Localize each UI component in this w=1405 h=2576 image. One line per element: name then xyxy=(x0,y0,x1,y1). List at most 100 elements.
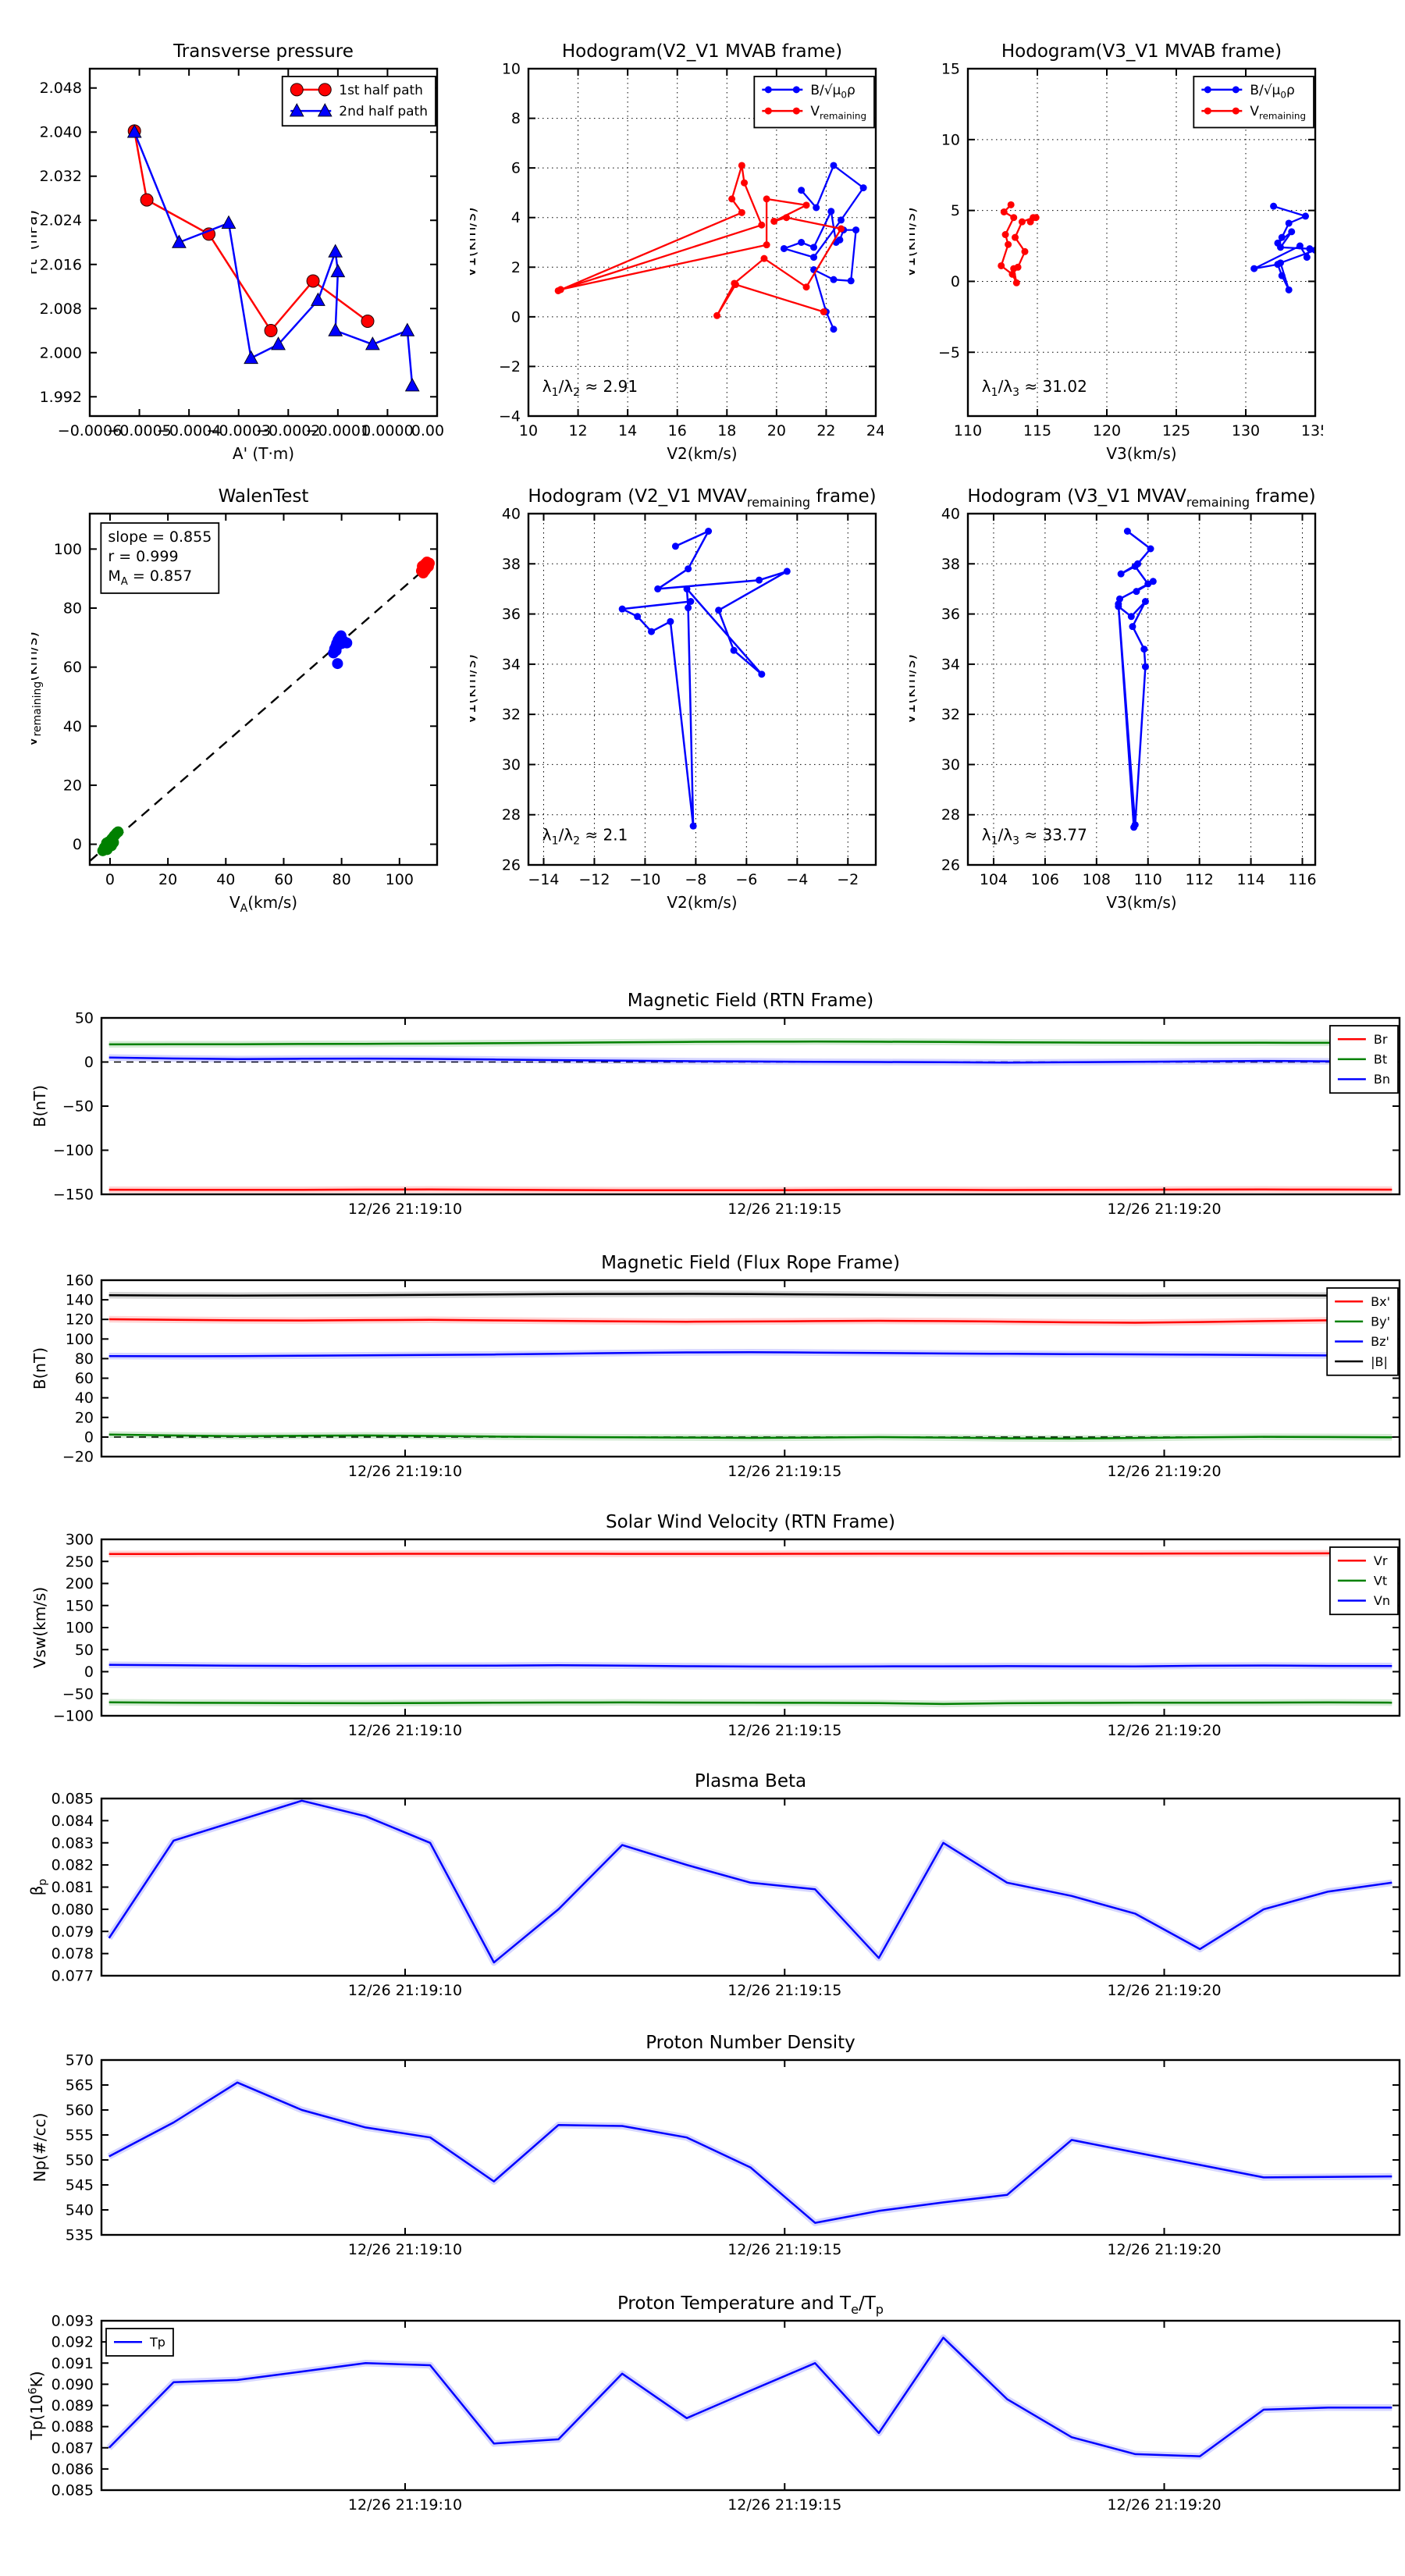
svg-text:20: 20 xyxy=(767,422,786,439)
svg-text:120: 120 xyxy=(66,1311,94,1329)
svg-text:12/26 21:19:10: 12/26 21:19:10 xyxy=(348,1201,462,1218)
svg-text:λ1/λ3 ≈ 33.77: λ1/λ3 ≈ 33.77 xyxy=(982,826,1087,848)
svg-text:60: 60 xyxy=(63,659,82,676)
svg-text:0.088: 0.088 xyxy=(52,2418,94,2435)
svg-text:12/26 21:19:10: 12/26 21:19:10 xyxy=(348,1463,462,1480)
svg-text:150: 150 xyxy=(66,1597,94,1614)
svg-text:0.080: 0.080 xyxy=(52,1901,94,1918)
svg-text:0: 0 xyxy=(73,836,82,853)
svg-text:60: 60 xyxy=(274,871,293,888)
svg-text:60: 60 xyxy=(75,1370,94,1387)
svg-text:12/26 21:19:15: 12/26 21:19:15 xyxy=(727,1201,841,1218)
svg-text:2.048: 2.048 xyxy=(40,80,82,97)
svg-text:−0.0002: −0.0002 xyxy=(256,422,320,439)
svg-text:40: 40 xyxy=(216,871,235,888)
svg-text:100: 100 xyxy=(54,541,82,558)
svg-text:110: 110 xyxy=(954,422,982,439)
svg-text:−4: −4 xyxy=(499,408,521,425)
svg-text:0.087: 0.087 xyxy=(52,2439,94,2457)
svg-text:80: 80 xyxy=(75,1350,94,1368)
svg-text:WalenTest: WalenTest xyxy=(219,486,309,507)
svg-text:0.081: 0.081 xyxy=(52,1879,94,1896)
svg-text:570: 570 xyxy=(66,2052,94,2069)
svg-text:28: 28 xyxy=(502,806,521,824)
svg-text:Bx': Bx' xyxy=(1371,1294,1390,1309)
svg-text:slope = 0.855: slope = 0.855 xyxy=(108,528,212,546)
svg-text:V1(km/s): V1(km/s) xyxy=(909,654,919,724)
svg-text:30: 30 xyxy=(502,756,521,774)
svg-text:4: 4 xyxy=(511,209,521,226)
svg-text:12: 12 xyxy=(568,422,587,439)
svg-text:V2(km/s): V2(km/s) xyxy=(667,444,737,463)
svg-text:Br: Br xyxy=(1374,1032,1388,1047)
svg-text:−6: −6 xyxy=(735,871,757,888)
svg-text:Transverse pressure: Transverse pressure xyxy=(173,41,354,62)
svg-text:12/26 21:19:20: 12/26 21:19:20 xyxy=(1107,1463,1221,1480)
svg-text:12/26 21:19:10: 12/26 21:19:10 xyxy=(348,1722,462,1739)
svg-text:Proton Temperature and Te/Tp: Proton Temperature and Te/Tp xyxy=(617,2294,884,2317)
svg-text:108: 108 xyxy=(1083,871,1111,888)
chart-solar-wind-velocity: 12/26 21:19:10 12/26 21:19:15 12/26 21:19:… xyxy=(27,1513,1405,1749)
svg-text:V1(km/s): V1(km/s) xyxy=(909,207,919,277)
svg-text:Hodogram (V2_V1 MVAVremaining: Hodogram (V2_V1 MVAVremaining frame) xyxy=(528,486,876,510)
svg-text:Vn: Vn xyxy=(1374,1593,1390,1608)
svg-text:40: 40 xyxy=(502,506,521,523)
svg-text:0.093: 0.093 xyxy=(52,2313,94,2330)
svg-text:2nd half path: 2nd half path xyxy=(339,104,428,119)
svg-text:2.024: 2.024 xyxy=(40,212,82,229)
svg-text:0.079: 0.079 xyxy=(52,1923,94,1941)
svg-text:28: 28 xyxy=(941,806,960,824)
svg-text:1st half path: 1st half path xyxy=(339,83,423,98)
svg-text:12/26 21:19:20: 12/26 21:19:20 xyxy=(1107,2241,1221,2258)
svg-text:0.085: 0.085 xyxy=(52,1791,94,1808)
svg-text:Vremaining(km/s): Vremaining(km/s) xyxy=(31,632,44,747)
svg-text:Vremaining: Vremaining xyxy=(810,104,866,121)
svg-text:540: 540 xyxy=(66,2202,94,2219)
svg-text:12/26 21:19:20: 12/26 21:19:20 xyxy=(1107,2496,1221,2514)
svg-text:26: 26 xyxy=(941,857,960,874)
svg-text:5: 5 xyxy=(951,202,960,219)
svg-text:30: 30 xyxy=(941,756,960,774)
svg-text:0: 0 xyxy=(84,1429,94,1446)
svg-text:15: 15 xyxy=(941,61,960,78)
svg-text:λ1/λ2 ≈ 2.1: λ1/λ2 ≈ 2.1 xyxy=(542,826,628,848)
svg-text:Vremaining: Vremaining xyxy=(1250,104,1306,121)
chart-walen-test: 0 20 40 60 80 100 0 20 40 60 80 100 WalenTest VA(km/s… xyxy=(31,468,445,923)
svg-text:Hodogram(V2_V1 MVAB frame): Hodogram(V2_V1 MVAB frame) xyxy=(562,41,842,62)
svg-text:40: 40 xyxy=(63,718,82,735)
svg-text:0: 0 xyxy=(84,1054,94,1071)
svg-text:Bn: Bn xyxy=(1374,1072,1390,1087)
svg-text:0.0001: 0.0001 xyxy=(411,422,445,439)
svg-text:0: 0 xyxy=(511,308,521,326)
svg-text:Magnetic Field (RTN Frame): Magnetic Field (RTN Frame) xyxy=(628,991,874,1011)
svg-text:12/26 21:19:15: 12/26 21:19:15 xyxy=(727,1463,841,1480)
svg-text:135: 135 xyxy=(1301,422,1323,439)
chart-plasma-beta: 12/26 21:19:10 12/26 21:19:15 12/26 21:19:… xyxy=(27,1772,1405,2008)
svg-text:0.084: 0.084 xyxy=(52,1813,94,1830)
svg-text:38: 38 xyxy=(941,556,960,573)
svg-text:12/26 21:19:20: 12/26 21:19:20 xyxy=(1107,1722,1221,1739)
svg-text:Vsw(km/s): Vsw(km/s) xyxy=(30,1587,49,1668)
svg-text:0.091: 0.091 xyxy=(52,2355,94,2372)
svg-text:−4: −4 xyxy=(786,871,808,888)
svg-text:Hodogram(V3_V1 MVAB frame): Hodogram(V3_V1 MVAB frame) xyxy=(1001,41,1282,62)
svg-text:200: 200 xyxy=(66,1575,94,1592)
svg-text:VA(km/s): VA(km/s) xyxy=(229,893,297,915)
svg-text:0.089: 0.089 xyxy=(52,2397,94,2414)
chart-hodogram-v2v1-mvav: −14 −12 −10 −8 −6 −4 −2 26 28 30 32 34 36 38 40 Hodogra… xyxy=(470,468,884,923)
svg-text:V3(km/s): V3(km/s) xyxy=(1106,893,1176,912)
svg-text:104: 104 xyxy=(980,871,1008,888)
svg-text:560: 560 xyxy=(66,2102,94,2119)
svg-text:115: 115 xyxy=(1023,422,1051,439)
chart-magnetic-field-rtn: 12/26 21:19:10 12/26 21:19:15 12/26 21:19:… xyxy=(27,991,1405,1227)
svg-text:Magnetic Field (Flux Rope Fram: Magnetic Field (Flux Rope Frame) xyxy=(601,1254,900,1273)
svg-text:Np(#/cc): Np(#/cc) xyxy=(30,2113,49,2183)
svg-text:300: 300 xyxy=(66,1532,94,1549)
svg-text:0: 0 xyxy=(951,273,960,290)
svg-text:−100: −100 xyxy=(53,1708,94,1725)
svg-text:V1(km/s): V1(km/s) xyxy=(470,654,479,724)
svg-text:V1(km/s): V1(km/s) xyxy=(470,207,479,277)
svg-text:10: 10 xyxy=(941,131,960,148)
svg-text:λ1/λ2 ≈ 2.91: λ1/λ2 ≈ 2.91 xyxy=(542,377,638,399)
